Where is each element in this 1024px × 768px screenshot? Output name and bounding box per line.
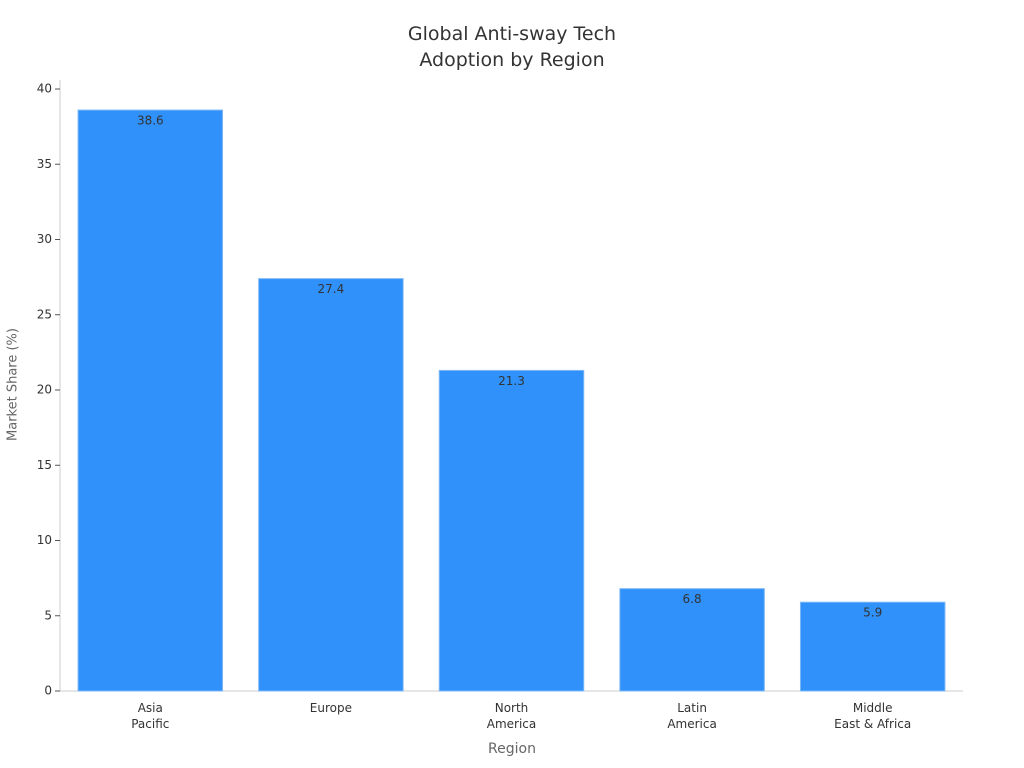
- bar: [619, 588, 765, 692]
- value-label: 21.3: [498, 374, 525, 388]
- y-tick-label: 35: [37, 157, 52, 171]
- y-tick-label: 5: [44, 608, 52, 622]
- value-label: 5.9: [863, 606, 882, 620]
- x-tick-label: Latin America: [667, 701, 717, 731]
- bar: [799, 601, 946, 692]
- y-tick-label: 25: [37, 307, 52, 321]
- y-tick-label: 0: [44, 684, 52, 698]
- x-axis-label: Region: [488, 741, 536, 757]
- y-tick-label: 30: [37, 232, 52, 246]
- y-tick-label: 20: [37, 383, 52, 397]
- x-tick-label: Europe: [309, 701, 352, 715]
- y-tick-label: 15: [37, 458, 52, 472]
- value-label: 38.6: [137, 114, 164, 128]
- x-tick-label: Middle East & Africa: [834, 701, 912, 731]
- x-tick-label: North America: [486, 701, 537, 731]
- value-label: 27.4: [318, 282, 345, 296]
- y-tick-label: 40: [37, 82, 52, 96]
- value-label: 6.8: [683, 592, 702, 606]
- y-tick-label: 10: [37, 533, 52, 547]
- bar: [438, 369, 585, 692]
- bar: [77, 109, 224, 692]
- chart-title: Global Anti-sway Tech Adoption by Region: [407, 23, 617, 71]
- x-tick-label: Asia Pacific: [131, 701, 170, 731]
- bar: [258, 278, 404, 692]
